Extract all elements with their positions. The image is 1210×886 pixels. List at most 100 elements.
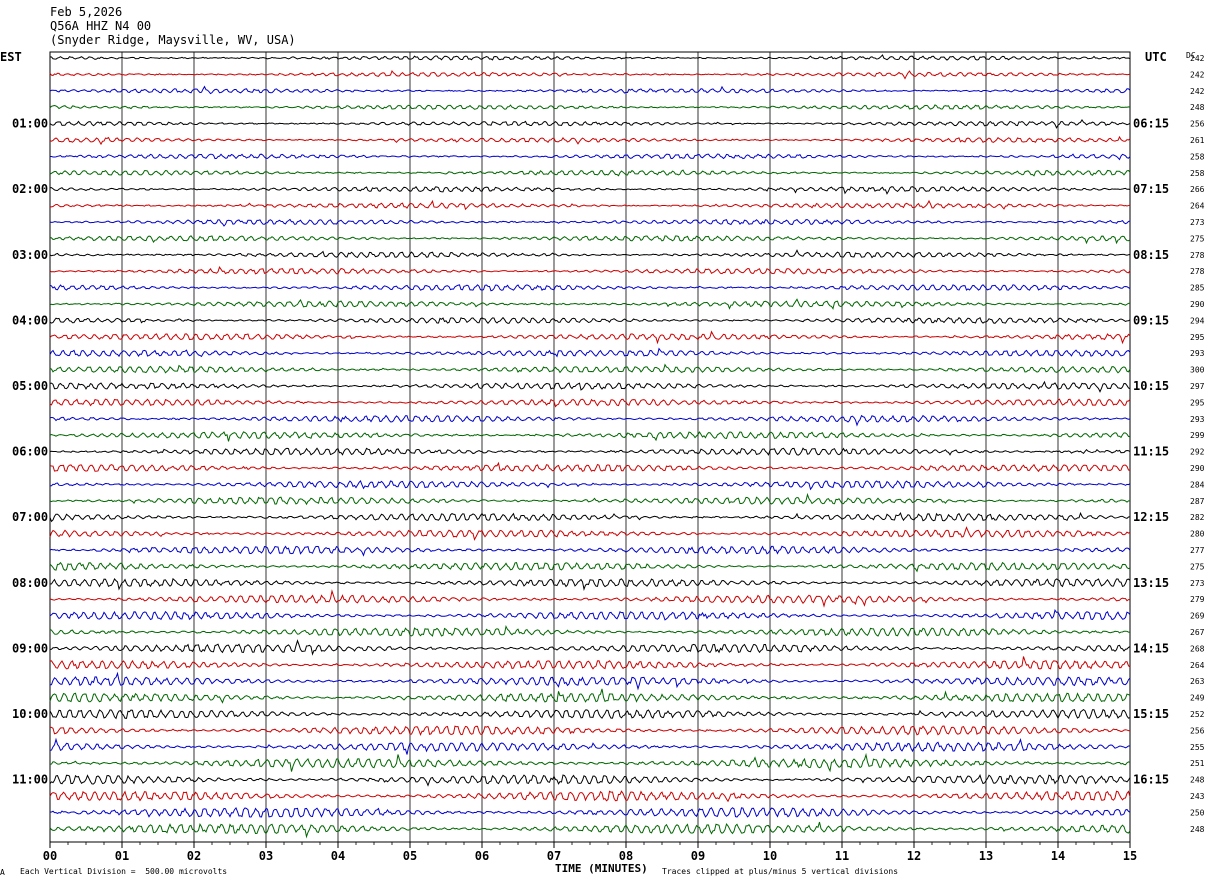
seismic-trace [49, 609, 1131, 621]
dc-value: 290 [1190, 300, 1205, 309]
x-axis-title: TIME (MINUTES) [555, 862, 648, 875]
dc-value: 300 [1190, 366, 1205, 375]
dc-value: 263 [1190, 677, 1205, 686]
utc-hour-label: 10:15 [1133, 379, 1169, 393]
seismic-trace [49, 725, 1131, 736]
utc-hour-label: 16:15 [1133, 773, 1169, 787]
dc-value: 258 [1190, 169, 1205, 178]
est-hour-label: 07:00 [12, 510, 48, 524]
seismic-trace [49, 169, 1131, 177]
x-tick-label: 10 [763, 849, 777, 863]
utc-hour-label: 08:15 [1133, 248, 1169, 262]
dc-value: 295 [1190, 398, 1205, 407]
plot-frame [49, 51, 1131, 843]
seismic-trace [49, 492, 1131, 506]
dc-value: 293 [1190, 415, 1205, 424]
seismic-trace [49, 298, 1131, 310]
clip-note: Traces clipped at plus/minus 5 vertical … [662, 867, 899, 876]
dc-value: 242 [1190, 54, 1205, 63]
dc-value: 273 [1190, 579, 1205, 588]
dc-value: 275 [1190, 234, 1205, 243]
x-tick-label: 02 [187, 849, 201, 863]
seismic-trace [49, 54, 1131, 61]
seismic-trace [49, 69, 1131, 80]
seismic-trace [49, 249, 1131, 259]
dc-value: 266 [1190, 185, 1205, 194]
dc-value: 293 [1190, 349, 1205, 358]
dc-value: 252 [1190, 710, 1205, 719]
dc-value: 284 [1190, 480, 1205, 489]
utc-hour-label: 06:15 [1133, 117, 1169, 131]
seismic-trace [49, 398, 1131, 408]
est-hour-label: 06:00 [12, 445, 48, 459]
utc-hour-label: 15:15 [1133, 707, 1169, 721]
dc-value: 267 [1190, 628, 1205, 637]
seismic-trace [49, 316, 1131, 324]
dc-value: 275 [1190, 562, 1205, 571]
dc-value: 256 [1190, 726, 1205, 735]
seismic-trace [49, 480, 1131, 491]
seismic-trace [49, 85, 1131, 95]
dc-value: 248 [1190, 825, 1205, 834]
seismic-trace [49, 284, 1131, 292]
dc-value: 297 [1190, 382, 1205, 391]
seismic-trace [49, 265, 1131, 275]
x-tick-label: 09 [691, 849, 705, 863]
dc-value: 249 [1190, 694, 1205, 703]
seismic-trace [49, 235, 1131, 245]
x-tick-label: 07 [547, 849, 561, 863]
x-tick-label: 11 [835, 849, 849, 863]
dc-value: 269 [1190, 612, 1205, 621]
x-tick-label: 14 [1051, 849, 1065, 863]
dc-value: 250 [1190, 808, 1205, 817]
x-tick-label: 01 [115, 849, 129, 863]
dc-value: 242 [1190, 87, 1205, 96]
utc-hour-label: 11:15 [1133, 445, 1169, 459]
dc-value: 243 [1190, 792, 1205, 801]
dc-value: 264 [1190, 202, 1205, 211]
seismic-trace [49, 119, 1131, 129]
seismic-trace [49, 708, 1131, 720]
dc-value: 273 [1190, 218, 1205, 227]
seismic-trace [49, 807, 1131, 818]
seismic-trace [49, 577, 1131, 591]
x-tick-label: 05 [403, 849, 417, 863]
seismic-trace [49, 821, 1131, 839]
dc-value: 248 [1190, 103, 1205, 112]
seismic-trace [49, 545, 1131, 557]
utc-hour-label: 14:15 [1133, 641, 1169, 655]
dc-value: 278 [1190, 251, 1205, 260]
est-hour-label: 11:00 [12, 773, 48, 787]
dc-value: 268 [1190, 644, 1205, 653]
dc-value: 285 [1190, 284, 1205, 293]
seismic-trace [49, 639, 1131, 656]
x-tick-label: 00 [43, 849, 57, 863]
dc-value: 282 [1190, 513, 1205, 522]
est-hour-label: 02:00 [12, 182, 48, 196]
seismic-trace [49, 153, 1131, 161]
utc-label: UTC [1145, 50, 1167, 64]
x-tick-label: 15 [1123, 849, 1137, 863]
seismic-trace [49, 447, 1131, 456]
corner-mark: A [0, 868, 5, 877]
dc-value: 290 [1190, 464, 1205, 473]
seismic-trace [49, 218, 1131, 227]
utc-hour-label: 13:15 [1133, 576, 1169, 590]
seismic-trace [49, 624, 1131, 637]
dc-value: 279 [1190, 595, 1205, 604]
seismic-trace [49, 688, 1131, 704]
seismic-trace [49, 671, 1131, 691]
dc-value: 256 [1190, 120, 1205, 129]
seismic-trace [49, 347, 1131, 358]
station-code: Q56A HHZ N4 00 [50, 19, 152, 33]
dc-value: 278 [1190, 267, 1205, 276]
dc-value: 277 [1190, 546, 1205, 555]
est-hour-label: 04:00 [12, 313, 48, 327]
seismic-trace [49, 461, 1131, 473]
utc-hour-label: 07:15 [1133, 182, 1169, 196]
dc-value: 251 [1190, 759, 1205, 768]
seismic-trace [49, 561, 1131, 573]
dc-value: 299 [1190, 431, 1205, 440]
seismic-trace [49, 790, 1131, 803]
